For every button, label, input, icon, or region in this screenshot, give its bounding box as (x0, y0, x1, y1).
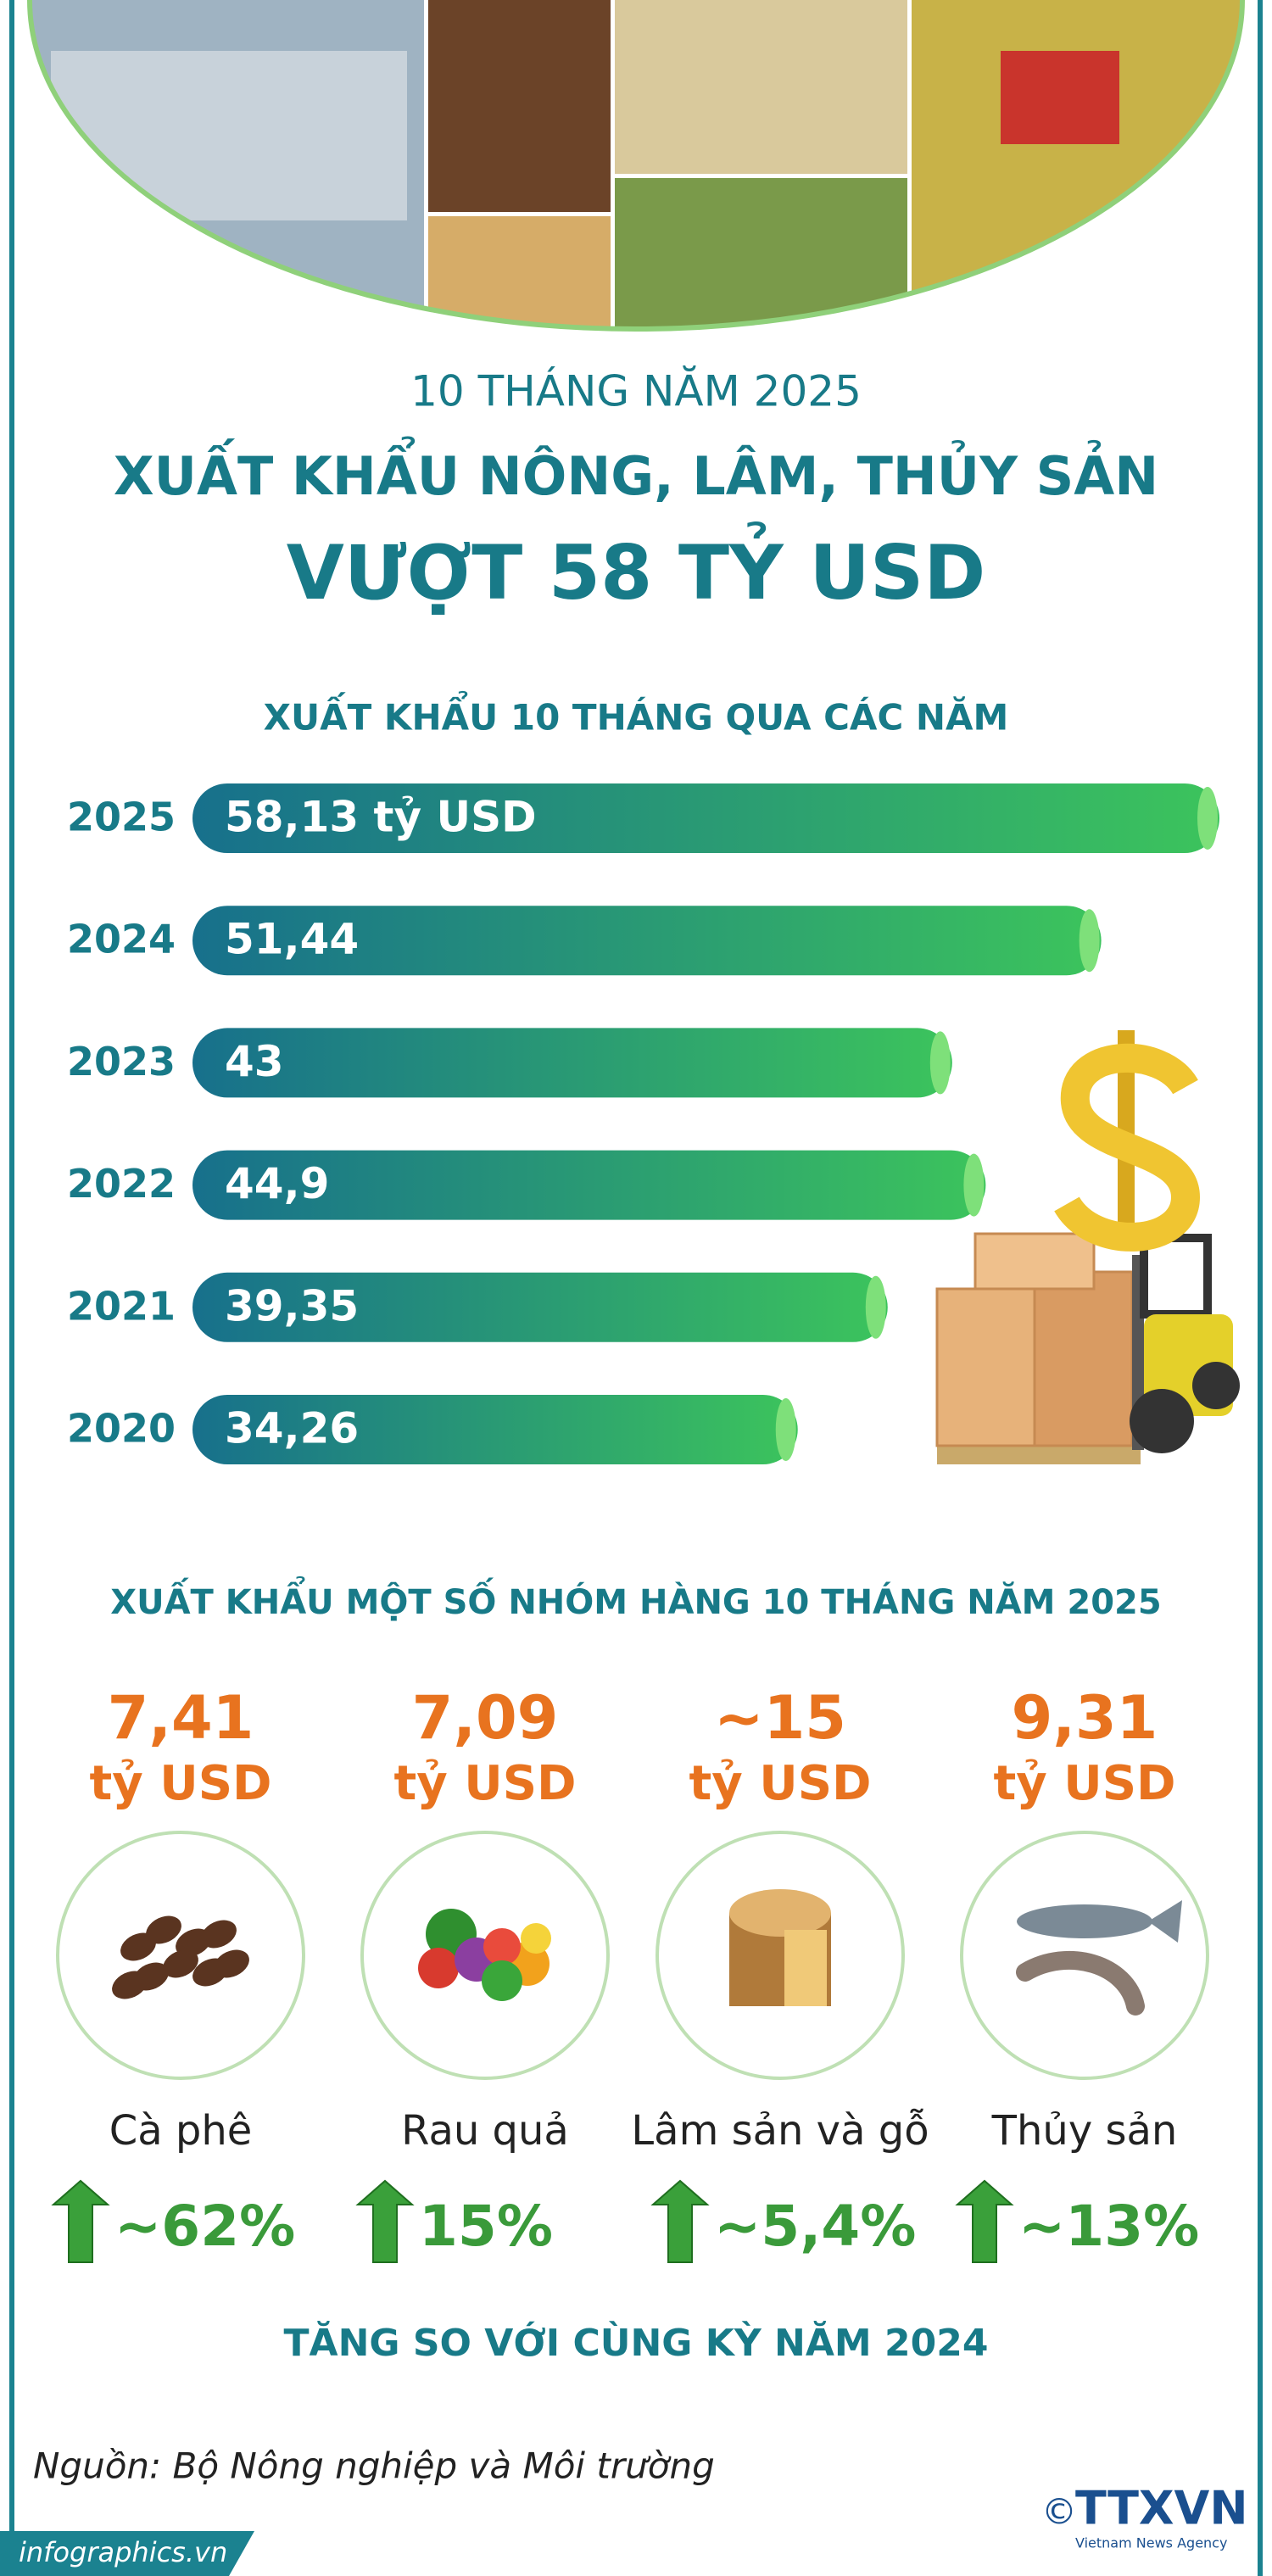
value-label: 43 (225, 1037, 284, 1086)
growth: ~13% (1018, 2194, 1199, 2259)
icon-vegetable (521, 1923, 551, 1954)
bar-cap (775, 1398, 796, 1461)
photo-border (27, 0, 1245, 332)
group-unit: tỷ USD (89, 1756, 271, 1811)
y-tick-label: 2023 (67, 1039, 176, 1084)
bar-cap (1079, 909, 1100, 973)
y-tick-label: 2024 (67, 917, 176, 962)
value-label: 44,9 (225, 1159, 329, 1208)
groups-title: XUẤT KHẨU MỘT SỐ NHÓM HÀNG 10 THÁNG NĂM … (110, 1575, 1161, 1622)
forklift-illustration (935, 1030, 1240, 1464)
bar-cap (1197, 787, 1218, 850)
icon-vegetable (418, 1948, 459, 1988)
agency: Vietnam News Agency (1075, 2535, 1227, 2551)
y-tick-label: 2021 (67, 1283, 176, 1329)
bar (192, 1150, 986, 1220)
group-value: 7,09 (412, 1683, 559, 1753)
y-tick-label: 2020 (67, 1406, 176, 1452)
bar (192, 1028, 952, 1098)
growth-arrow (355, 2179, 415, 2263)
group-name: Cà phê (109, 2107, 253, 2155)
icon-vegetable (482, 1960, 522, 2001)
value-label: 58,13 tỷ USD (225, 793, 537, 842)
copyright: © (1041, 2491, 1077, 2533)
groups-note: TĂNG SO VỚI CÙNG KỲ NĂM 2024 (284, 2320, 989, 2365)
box (935, 1287, 1036, 1447)
group-name: Lâm sản và gỗ (631, 2107, 929, 2155)
group-icon (112, 1915, 249, 1999)
group-name: Rau quả (401, 2107, 569, 2155)
group-unit: tỷ USD (689, 1756, 871, 1811)
wheel (1130, 1389, 1194, 1453)
group-value: ~15 (714, 1683, 846, 1753)
value-label: 34,26 (225, 1404, 359, 1453)
website: infographics.vn (19, 2536, 227, 2568)
icon-bean (201, 1920, 237, 1949)
group-unit: tỷ USD (393, 1756, 576, 1811)
growth-arrow (650, 2179, 710, 2263)
bar (192, 783, 1219, 853)
icon-log-top (729, 1889, 831, 1937)
dollar-sign (1054, 1043, 1201, 1252)
group-icon (418, 1909, 551, 2001)
icon-bean (112, 1971, 148, 1999)
y-tick-label: 2022 (67, 1161, 176, 1207)
chart-title: XUẤT KHẨU 10 THÁNG QUA CÁC NĂM (264, 690, 1009, 739)
photo-wood (428, 216, 611, 329)
group-value: 7,41 (108, 1683, 254, 1753)
bar-cap (865, 1275, 886, 1339)
group-unit: tỷ USD (993, 1756, 1175, 1811)
pallet (937, 1446, 1141, 1464)
wheel (1192, 1362, 1240, 1409)
source: Nguồn: Bộ Nông nghiệp và Môi trường (33, 2445, 715, 2487)
title: XUẤT KHẨU NÔNG, LÂM, THỦY SẢN (114, 437, 1158, 507)
photo-rice (615, 0, 907, 174)
photo-harvester (1001, 51, 1119, 144)
icon-vegetable (483, 1928, 521, 1965)
growth-arrow (955, 2179, 1014, 2263)
icon-bean (214, 1949, 249, 1978)
group-icon (729, 1889, 831, 2006)
group-name: Thủy sản (991, 2107, 1178, 2155)
logo: TTXVN (1075, 2482, 1248, 2535)
icon-plank (784, 1930, 827, 2006)
group-icon (1016, 1900, 1182, 2016)
icon-bean (146, 1915, 181, 1944)
subtitle: 10 THÁNG NĂM 2025 (410, 365, 862, 416)
growth: 15% (419, 2194, 553, 2259)
bar-cap (963, 1153, 985, 1217)
box (974, 1232, 1096, 1291)
y-tick-label: 2025 (67, 795, 176, 840)
icon-fish-tail (1148, 1900, 1182, 1943)
growth: ~5,4% (714, 2194, 916, 2259)
photo-coffee (428, 0, 611, 212)
icon-bean (120, 1932, 156, 1961)
group-value: 9,31 (1012, 1683, 1158, 1753)
value-label: 51,44 (225, 915, 359, 964)
growth-arrow (51, 2179, 110, 2263)
icon-bean (163, 1949, 198, 1978)
bar (192, 906, 1102, 976)
website-band (0, 2531, 254, 2576)
bar (192, 1395, 798, 1464)
icon-fish (1017, 1904, 1152, 1938)
value-label: 39,35 (225, 1281, 359, 1330)
box (1033, 1270, 1134, 1447)
headline: VƯỢT 58 TỶ USD (287, 521, 986, 616)
growth: ~62% (114, 2194, 295, 2259)
icon-shrimp (1016, 1951, 1145, 2016)
bar-cap (929, 1031, 951, 1095)
bar (192, 1272, 888, 1342)
